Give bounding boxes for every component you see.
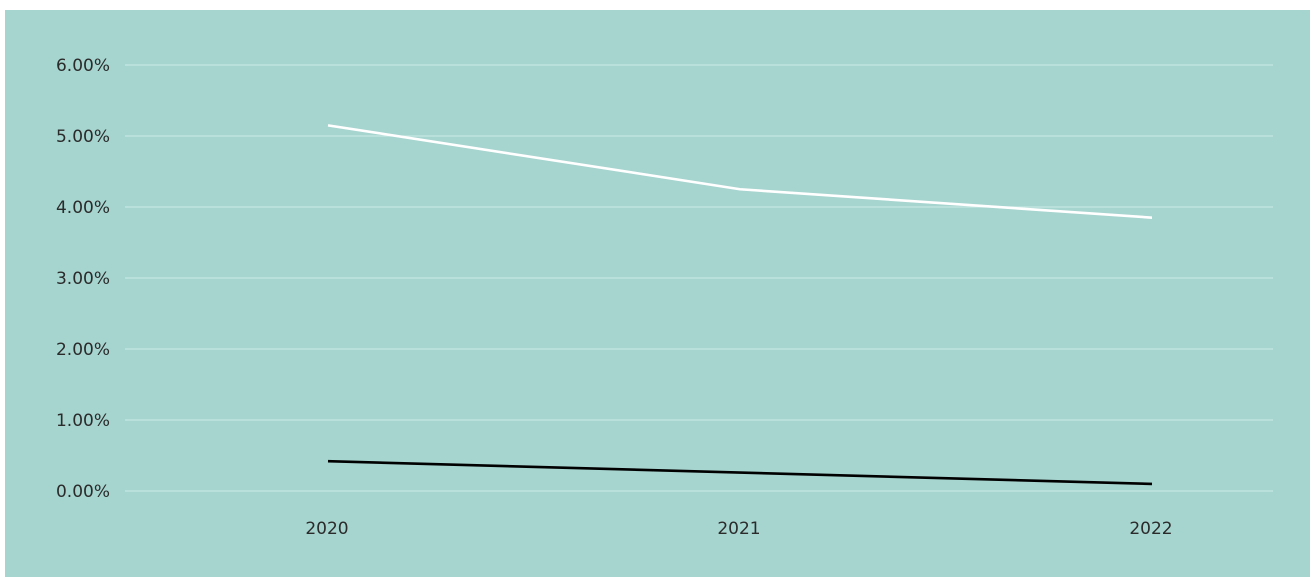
y-tick-label: 3.00% xyxy=(56,269,110,289)
y-tick-label: 4.00% xyxy=(56,198,110,218)
y-axis-tick-labels: 0.00% 1.00% 2.00% 3.00% 4.00% 5.00% 6.00% xyxy=(56,56,110,502)
x-tick-label: 2021 xyxy=(717,519,760,539)
y-tick-label: 6.00% xyxy=(56,56,110,76)
line-chart: 0.00% 1.00% 2.00% 3.00% 4.00% 5.00% 6.00% 2020… xyxy=(56,56,1273,539)
y-tick-label: 0.00% xyxy=(56,482,110,502)
series-line-2 xyxy=(327,459,1153,486)
x-tick-label: 2022 xyxy=(1129,519,1172,539)
series-lines xyxy=(327,124,1153,486)
x-tick-label: 2020 xyxy=(305,519,348,539)
chart-panel: 0.00% 1.00% 2.00% 3.00% 4.00% 5.00% 6.00% 2020… xyxy=(5,10,1310,577)
x-axis-tick-labels: 2020 2021 2022 xyxy=(305,519,1172,539)
series-line-1 xyxy=(327,124,1153,219)
y-tick-label: 1.00% xyxy=(56,411,110,431)
y-tick-label: 5.00% xyxy=(56,127,110,147)
y-tick-label: 2.00% xyxy=(56,340,110,360)
gridlines xyxy=(125,64,1273,492)
